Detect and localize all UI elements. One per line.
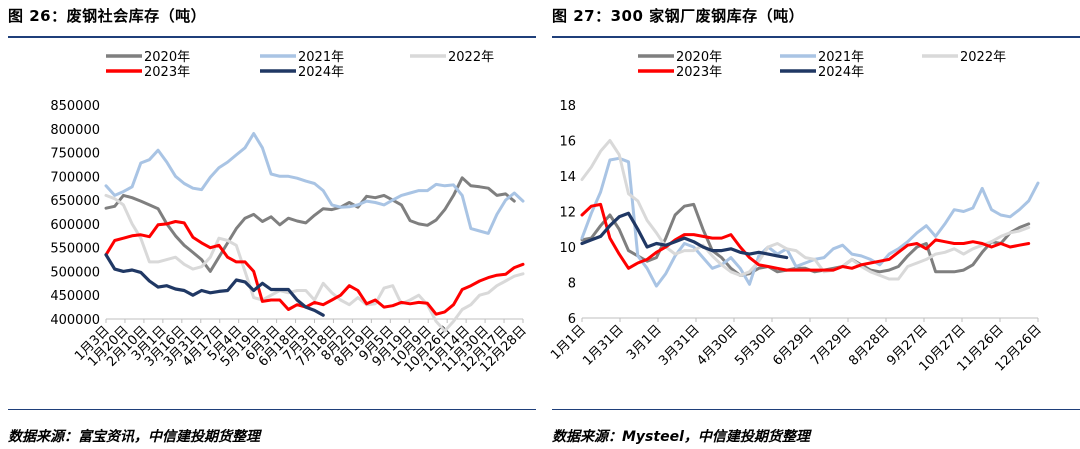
source-note: 数据来源：Mysteel，中信建投期货整理: [552, 429, 810, 445]
chart-panel-social-inventory: 图 26：废钢社会库存（吨） 400000 450000 500000 550000 6…: [0, 0, 536, 449]
series-line-2024: [580, 211, 789, 260]
legend-label: 2023年: [676, 65, 722, 80]
series-line-2020: [104, 176, 516, 273]
y-tick-label: 500000: [50, 265, 100, 280]
y-tick-label: 800000: [50, 123, 100, 138]
source-divider: [552, 409, 1080, 410]
y-tick-label: 12: [559, 206, 576, 221]
legend-label: 2021年: [298, 50, 344, 65]
title-divider: [8, 36, 536, 38]
title-divider: [552, 36, 1080, 38]
y-tick-label: 400000: [50, 313, 100, 328]
series-line-2022: [104, 193, 525, 333]
legend-label: 2024年: [298, 65, 344, 80]
series-line-2023: [580, 202, 1031, 272]
legend-label: 2020年: [144, 50, 190, 65]
y-tick-label: 450000: [50, 289, 100, 304]
y-tick-label: 700000: [50, 170, 100, 185]
y-tick-label: 550000: [50, 242, 100, 257]
y-tick-label: 750000: [50, 147, 100, 162]
legend-label: 2021年: [818, 50, 864, 65]
source-note: 数据来源：富宝资讯，中信建投期货整理: [8, 429, 260, 445]
y-tick-label: 10: [559, 241, 576, 256]
series-line-2022: [580, 139, 1031, 281]
figure-title: 图 27：300 家钢厂废钢库存（吨）: [552, 7, 805, 25]
series-line-2024: [104, 253, 325, 317]
line-chart-social-inventory: 400000 450000 500000 550000 600000 650000 7000…: [50, 50, 529, 376]
x-tick-label: 5月30日: [732, 322, 779, 369]
source-divider: [8, 409, 536, 410]
y-tick-label: 16: [559, 135, 576, 150]
series-line-2021: [580, 156, 1040, 288]
x-tick-label: 1月31日: [580, 322, 627, 369]
legend-label: 2022年: [960, 50, 1006, 65]
legend-label: 2024年: [818, 65, 864, 80]
x-tick-label: 7月29日: [808, 322, 855, 369]
y-tick-label: 850000: [50, 99, 100, 114]
figure-title: 图 26：废钢社会库存（吨）: [8, 7, 207, 25]
line-chart-mill-inventory: 6810121416181月1日1月31日3月1日3月31日4月30日5月30日…: [548, 50, 1045, 375]
chart-panel-mill-inventory: 图 27：300 家钢厂废钢库存（吨） 6 8 10 12 14 16 18 1月1日 1月31…: [544, 0, 1080, 449]
legend-label: 2020年: [676, 50, 722, 65]
legend-label: 2022年: [448, 50, 494, 65]
x-tick-label: 6月29日: [770, 322, 817, 369]
y-tick-label: 14: [559, 170, 576, 185]
y-tick-label: 600000: [50, 218, 100, 233]
y-tick-label: 6: [568, 312, 576, 327]
y-tick-label: 8: [568, 277, 576, 292]
series-line-2023: [104, 220, 525, 316]
series-line-2021: [104, 132, 525, 235]
legend-label: 2023年: [144, 65, 190, 80]
x-tick-label: 4月30日: [694, 322, 741, 369]
x-tick-label: 8月28日: [846, 322, 893, 369]
y-tick-label: 18: [559, 99, 576, 114]
x-tick-label: 3月31日: [656, 322, 703, 369]
y-tick-label: 650000: [50, 194, 100, 209]
series-line-2020: [580, 202, 1031, 277]
